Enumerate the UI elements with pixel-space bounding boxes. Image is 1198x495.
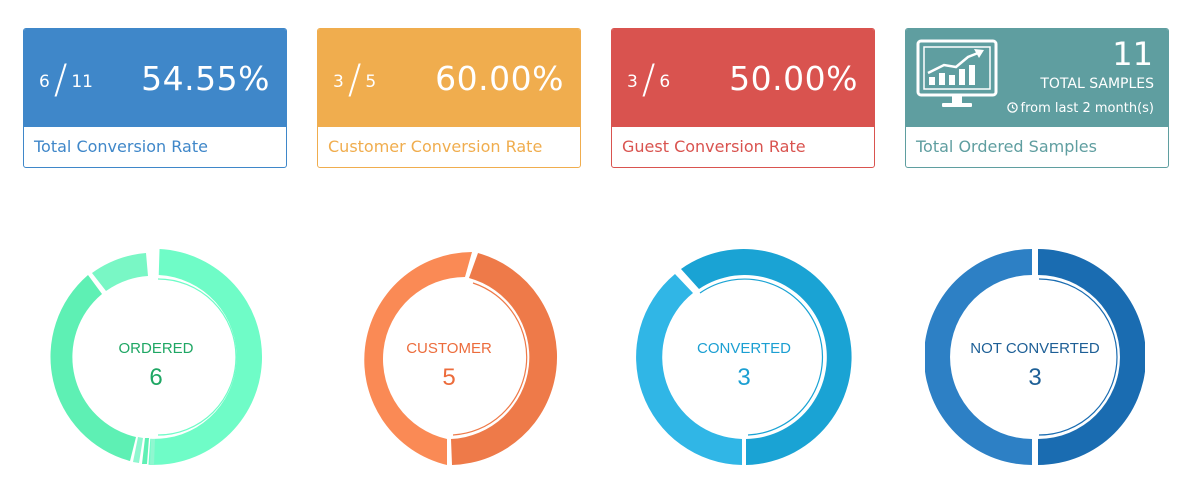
clock-icon xyxy=(1007,101,1021,116)
total-samples-period: from last 2 month(s) xyxy=(1007,101,1154,116)
not-converted-donut-label: NOT CONVERTED xyxy=(925,340,1145,357)
ratio-denominator: 5 xyxy=(365,72,376,92)
customer-conversion-header: 3/5 60.00% xyxy=(318,29,580,127)
ratio-slash: / xyxy=(348,57,361,103)
guest-conversion-card[interactable]: 3/6 50.00% Guest Conversion Rate xyxy=(611,28,875,168)
converted-donut-label: CONVERTED xyxy=(634,340,854,357)
monitor-chart-icon xyxy=(916,39,1002,116)
ratio-denominator: 6 xyxy=(659,72,670,92)
customer-conversion-card[interactable]: 3/5 60.00% Customer Conversion Rate xyxy=(317,28,581,168)
not-converted-donut[interactable]: NOT CONVERTED 3 xyxy=(925,246,1145,468)
ordered-donut[interactable]: ORDERED 6 xyxy=(46,246,266,468)
ordered-donut-label: ORDERED xyxy=(46,340,266,357)
total-conversion-card[interactable]: 6/11 54.55% Total Conversion Rate xyxy=(23,28,287,168)
customer-donut-chart xyxy=(339,246,559,468)
converted-donut[interactable]: CONVERTED 3 xyxy=(634,246,854,468)
ordered-segment-top-left[interactable] xyxy=(92,253,148,291)
customer-donut-value: 5 xyxy=(339,364,559,392)
ratio-numerator: 3 xyxy=(627,72,638,92)
customer-conversion-percent: 60.00% xyxy=(435,59,564,98)
guest-conversion-footer[interactable]: Guest Conversion Rate xyxy=(612,127,874,167)
total-conversion-percent: 54.55% xyxy=(141,59,270,98)
customer-donut-label: CUSTOMER xyxy=(339,340,559,357)
total-samples-card[interactable]: 11 TOTAL SAMPLES from last 2 month(s) To… xyxy=(905,28,1169,168)
converted-donut-value: 3 xyxy=(634,364,854,392)
ratio-slash: / xyxy=(54,57,67,103)
not-converted-segment-right[interactable] xyxy=(1038,249,1145,465)
total-conversion-header: 6/11 54.55% xyxy=(24,29,286,127)
guest-conversion-ratio: 3/6 xyxy=(627,59,670,105)
customer-segment-left[interactable] xyxy=(364,252,472,465)
total-conversion-footer[interactable]: Total Conversion Rate xyxy=(24,127,286,167)
ratio-numerator: 6 xyxy=(39,72,50,92)
total-samples-period-text: from last 2 month(s) xyxy=(1021,101,1154,116)
ordered-donut-chart xyxy=(46,246,266,468)
total-samples-label: TOTAL SAMPLES xyxy=(1040,76,1154,92)
customer-conversion-footer[interactable]: Customer Conversion Rate xyxy=(318,127,580,167)
not-converted-donut-value: 3 xyxy=(925,364,1145,392)
ordered-donut-value: 6 xyxy=(46,364,266,392)
total-samples-header: 11 TOTAL SAMPLES from last 2 month(s) xyxy=(906,29,1168,127)
total-conversion-ratio: 6/11 xyxy=(39,59,93,105)
customer-conversion-ratio: 3/5 xyxy=(333,59,376,105)
customer-donut[interactable]: CUSTOMER 5 xyxy=(339,246,559,468)
converted-donut-chart xyxy=(634,246,854,468)
ordered-segment-slice-2[interactable] xyxy=(142,438,149,464)
total-samples-count: 11 xyxy=(1112,35,1153,73)
guest-conversion-header: 3/6 50.00% xyxy=(612,29,874,127)
ratio-slash: / xyxy=(642,57,655,103)
not-converted-segment-left[interactable] xyxy=(925,249,1032,465)
ratio-denominator: 11 xyxy=(71,72,93,92)
ratio-numerator: 3 xyxy=(333,72,344,92)
total-samples-footer[interactable]: Total Ordered Samples xyxy=(906,127,1168,167)
guest-conversion-percent: 50.00% xyxy=(729,59,858,98)
converted-inner-ring xyxy=(700,279,822,435)
not-converted-donut-chart xyxy=(925,246,1145,468)
